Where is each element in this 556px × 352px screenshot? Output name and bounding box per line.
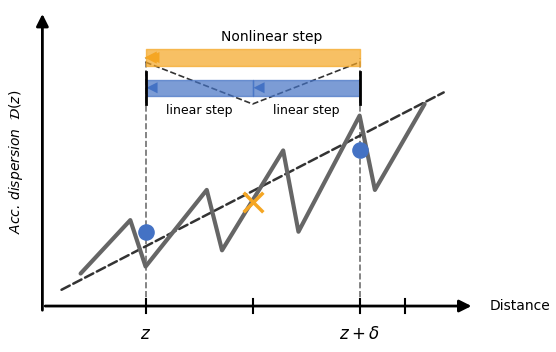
Point xyxy=(141,229,150,234)
Text: linear step: linear step xyxy=(166,104,232,117)
Text: linear step: linear step xyxy=(273,104,339,117)
Text: $z+\delta$: $z+\delta$ xyxy=(339,325,380,342)
Text: $z$: $z$ xyxy=(140,325,151,342)
Point xyxy=(248,199,257,205)
Text: Acc. dispersion  $\mathcal{D}(z)$: Acc. dispersion $\mathcal{D}(z)$ xyxy=(7,90,24,234)
Text: Distance: Distance xyxy=(490,299,550,313)
Text: Nonlinear step: Nonlinear step xyxy=(221,30,322,44)
Point xyxy=(355,147,364,153)
